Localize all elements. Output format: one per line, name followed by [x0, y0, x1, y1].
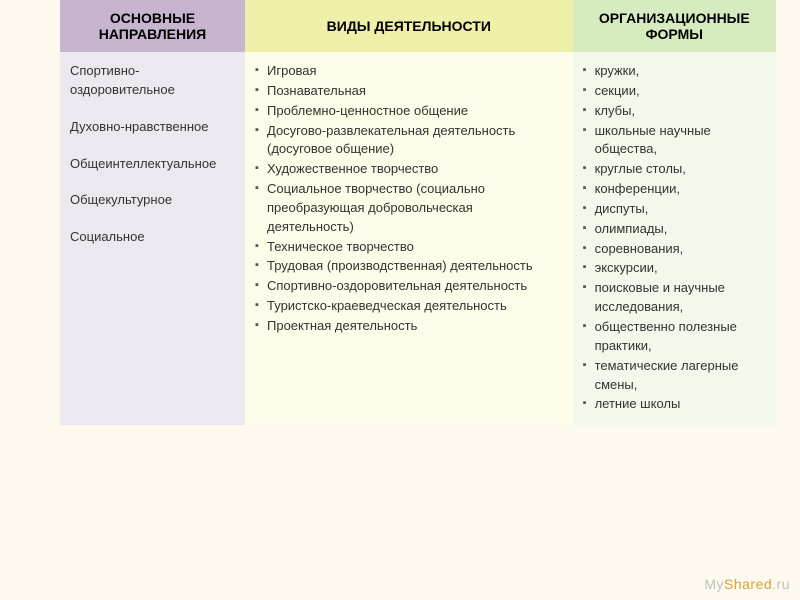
list-item: общественно полезные практики, [583, 318, 766, 356]
cell-activities: Игровая Познавательная Проблемно-ценност… [245, 52, 573, 425]
watermark: MyShared.ru [704, 576, 790, 592]
list-item: Познавательная [255, 82, 563, 101]
list-item: олимпиады, [583, 220, 766, 239]
forms-list: кружки, секции, клубы, школьные научные … [583, 62, 766, 414]
watermark-part2: Shared [724, 576, 772, 592]
list-item: школьные научные общества, [583, 122, 766, 160]
list-item: диспуты, [583, 200, 766, 219]
table-container: ОСНОВНЫЕ НАПРАВЛЕНИЯ ВИДЫ ДЕЯТЕЛЬНОСТИ О… [0, 0, 800, 425]
list-item: летние школы [583, 395, 766, 414]
direction-item: Спортивно-оздоровительное [70, 62, 235, 100]
cell-directions: Спортивно-оздоровительное Духовно-нравст… [60, 52, 245, 425]
list-item: экскурсии, [583, 259, 766, 278]
header-col3: ОРГАНИЗАЦИОННЫЕ ФОРМЫ [573, 0, 776, 52]
list-item: секции, [583, 82, 766, 101]
header-col2: ВИДЫ ДЕЯТЕЛЬНОСТИ [245, 0, 573, 52]
list-item: конференции, [583, 180, 766, 199]
directions-table: ОСНОВНЫЕ НАПРАВЛЕНИЯ ВИДЫ ДЕЯТЕЛЬНОСТИ О… [60, 0, 776, 425]
watermark-part1: My [704, 576, 724, 592]
watermark-part3: .ru [772, 576, 790, 592]
list-item: Проектная деятельность [255, 317, 563, 336]
list-item: Техническое творчество [255, 238, 563, 257]
direction-item: Духовно-нравственное [70, 118, 235, 137]
list-item: Художественное творчество [255, 160, 563, 179]
list-item: Игровая [255, 62, 563, 81]
header-col1: ОСНОВНЫЕ НАПРАВЛЕНИЯ [60, 0, 245, 52]
list-item: клубы, [583, 102, 766, 121]
list-item: Проблемно-ценностное общение [255, 102, 563, 121]
list-item: Спортивно-оздоровительная деятельность [255, 277, 563, 296]
list-item: поисковые и научные исследования, [583, 279, 766, 317]
list-item: соревнования, [583, 240, 766, 259]
direction-item: Общекультурное [70, 191, 235, 210]
list-item: круглые столы, [583, 160, 766, 179]
list-item: Социальное творчество (социально преобра… [255, 180, 563, 237]
list-item: Туристско-краеведческая деятельность [255, 297, 563, 316]
direction-item: Социальное [70, 228, 235, 247]
list-item: Трудовая (производственная) деятельность [255, 257, 563, 276]
activities-list: Игровая Познавательная Проблемно-ценност… [255, 62, 563, 336]
direction-item: Общеинтеллектуальное [70, 155, 235, 174]
list-item: Досугово-развлекательная деятельность (д… [255, 122, 563, 160]
list-item: тематические лагерные смены, [583, 357, 766, 395]
list-item: кружки, [583, 62, 766, 81]
cell-forms: кружки, секции, клубы, школьные научные … [573, 52, 776, 425]
